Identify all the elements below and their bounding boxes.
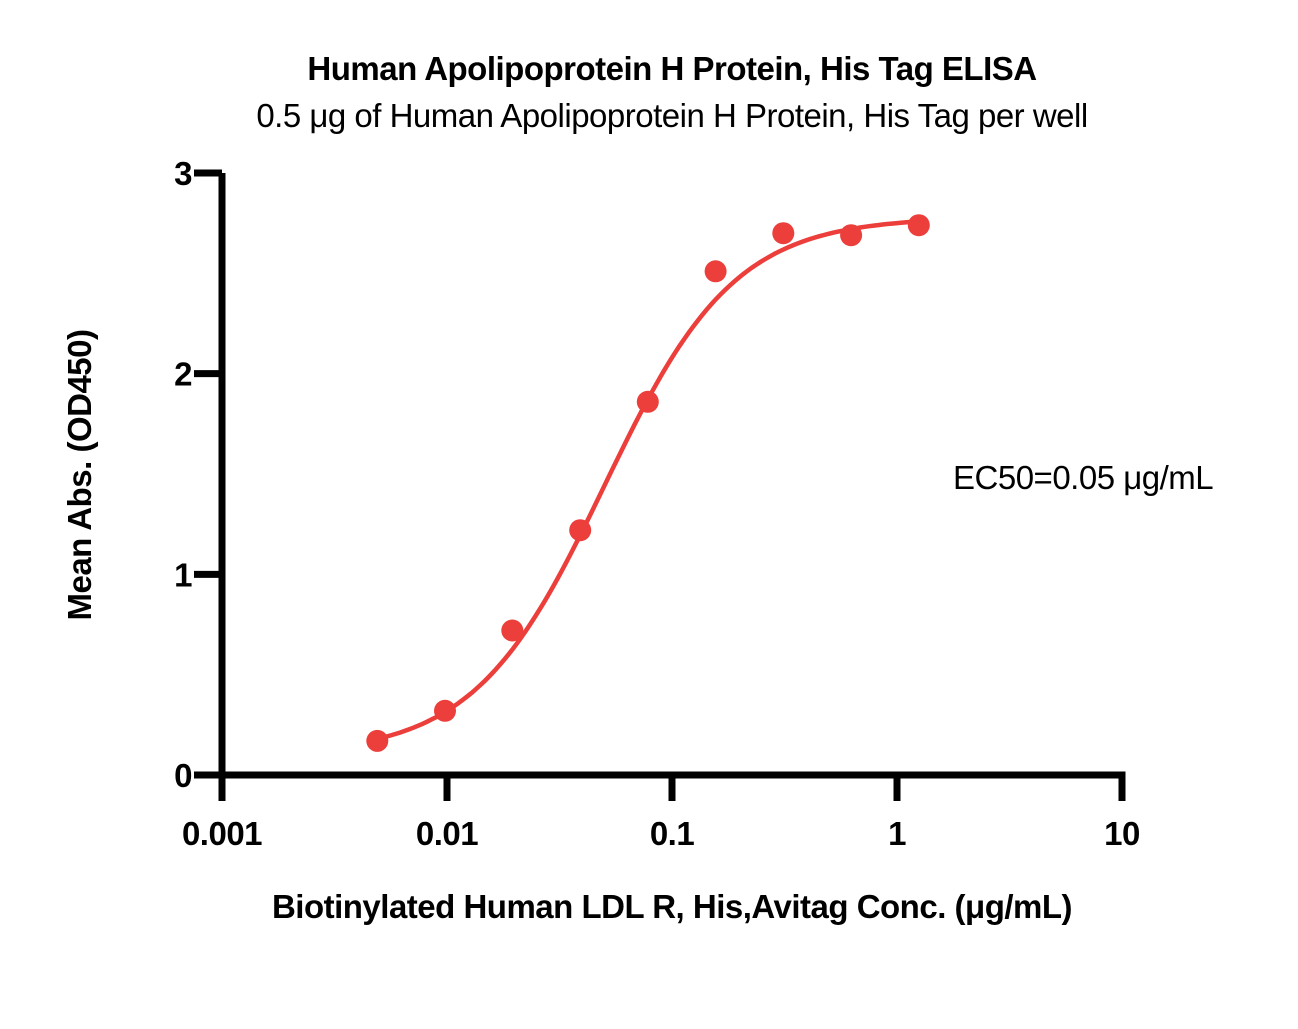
x-tick-label: 0.001 <box>182 815 262 852</box>
data-point <box>636 390 659 413</box>
data-point <box>907 214 930 237</box>
x-axis-label: Biotinylated Human LDL R, His,Avitag Con… <box>271 888 1073 925</box>
data-point <box>704 260 727 283</box>
y-tick-label: 2 <box>174 356 192 393</box>
ec50-annotation: EC50=0.05 μg/mL <box>953 459 1214 496</box>
x-tick-label: 10 <box>1104 815 1140 852</box>
fit-curve <box>375 219 922 742</box>
data-point <box>366 729 389 752</box>
x-tick-label: 0.01 <box>416 815 478 852</box>
chart-subtitle: 0.5 μg of Human Apolipoprotein H Protein… <box>256 97 1088 134</box>
data-point <box>569 519 592 542</box>
data-point <box>840 224 863 247</box>
x-tick-label: 1 <box>888 815 906 852</box>
x-tick-label: 0.1 <box>650 815 695 852</box>
data-point <box>434 699 456 722</box>
data-point <box>501 619 524 642</box>
chart-title: Human Apolipoprotein H Protein, His Tag … <box>307 50 1037 87</box>
y-tick-label: 0 <box>174 757 192 794</box>
data-point <box>772 222 795 245</box>
y-tick-label: 1 <box>174 556 192 593</box>
y-tick-label: 3 <box>174 155 192 192</box>
